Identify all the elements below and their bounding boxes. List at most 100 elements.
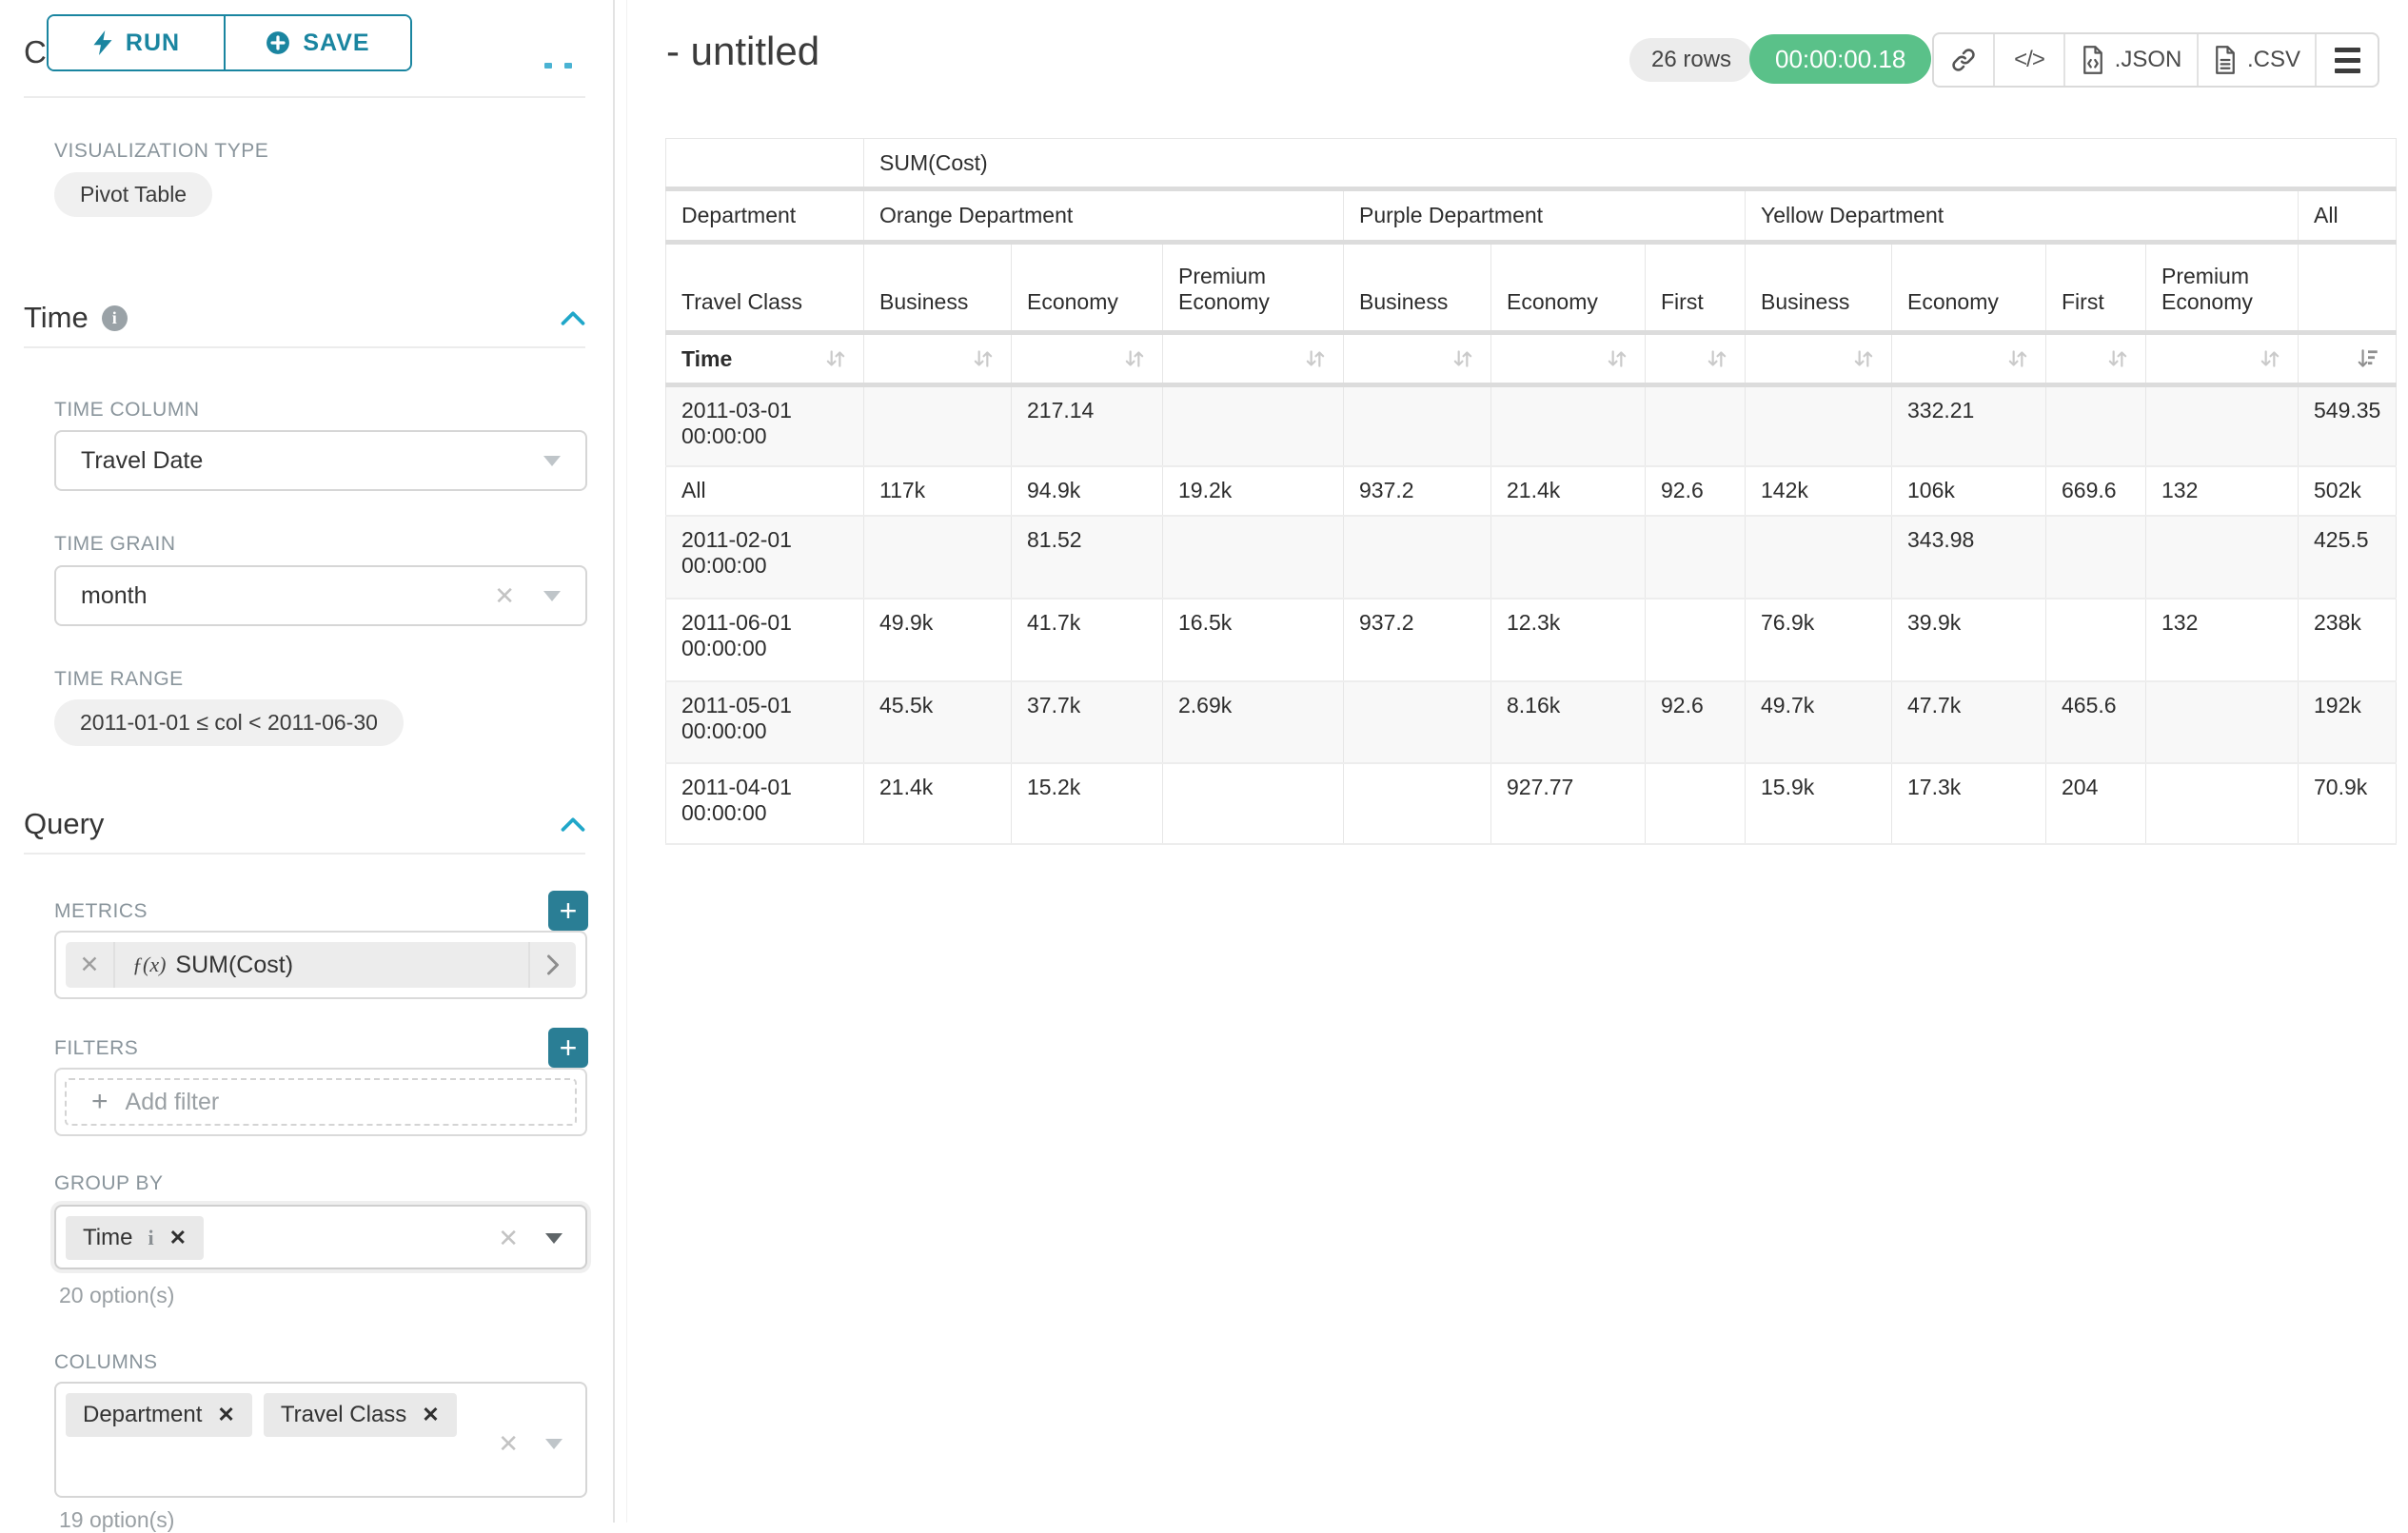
value-cell: 17.3k [1891,762,2046,845]
row-header: 2011-03-01 00:00:00 [665,384,864,467]
value-cell: 21.4k [863,762,1012,845]
sort-icon[interactable] [2005,346,2030,371]
sort-icon[interactable] [1451,346,1475,371]
save-button[interactable]: SAVE [224,16,410,69]
columns-tag[interactable]: Department ✕ [66,1393,252,1437]
row-header: 2011-04-01 00:00:00 [665,762,864,845]
metric-chip[interactable]: ✕ ƒ(x) SUM(Cost) [66,942,576,988]
run-save-button-group: RUN SAVE [47,14,412,71]
value-cell: 425.5 [2297,515,2398,599]
time-column-select[interactable]: Travel Date [54,430,587,491]
table-row: 2011-04-01 00:00:00 21.4k 15.2k 927.77 15.9k… [665,762,2398,845]
sort-cell [1891,332,2046,387]
share-link-button[interactable] [1934,34,1995,86]
value-cell [1343,515,1491,599]
control-panel: Chart Type RUN SAVE VISUALIZATION TYPE P… [0,0,613,1532]
sort-icon[interactable] [971,346,996,371]
remove-tag-icon[interactable]: ✕ [217,1403,235,1426]
column-header: Premium Economy [2145,242,2299,335]
department-group-header: Yellow Department [1745,188,2299,245]
sort-desc-cell [2297,332,2398,387]
value-cell [2145,384,2299,467]
time-range-pill[interactable]: 2011-01-01 ≤ col < 2011-06-30 [54,699,404,746]
row-header: 2011-05-01 00:00:00 [665,680,864,764]
hamburger-icon [2334,47,2360,73]
function-icon: ƒ(x) [132,953,167,976]
add-filter-button[interactable]: + Add filter [65,1078,577,1126]
value-cell [863,384,1012,467]
clear-icon[interactable]: ✕ [498,1429,519,1458]
chevron-up-icon[interactable] [560,815,586,834]
column-header: Economy [1011,242,1163,335]
metrics-control: ✕ ƒ(x) SUM(Cost) [54,931,587,999]
value-cell: 76.9k [1745,598,1892,682]
time-grain-select[interactable]: month ✕ [54,565,587,626]
column-header: First [2045,242,2146,335]
columns-select[interactable]: Department ✕ Travel Class ✕ ✕ [54,1382,587,1498]
run-button[interactable]: RUN [49,16,224,69]
value-cell: 19.2k [1162,465,1344,517]
chevron-right-icon[interactable] [528,942,576,988]
panel-drag-dots [544,63,572,69]
sort-icon[interactable] [823,346,848,371]
sort-cell [1745,332,1892,387]
add-filter-plus-button[interactable]: + [548,1028,588,1068]
lightning-icon [93,30,112,55]
value-cell [2045,384,2146,467]
panel-resize-divider[interactable] [613,0,615,1523]
time-section-header[interactable]: Time i [24,301,128,335]
sort-icon[interactable] [1303,346,1328,371]
remove-tag-icon[interactable]: ✕ [168,1226,188,1249]
divider [24,96,585,98]
visualization-type-label: VISUALIZATION TYPE [54,140,269,162]
sort-desc-icon[interactable] [2356,346,2380,371]
group-by-tag-time[interactable]: Time i ✕ [66,1216,205,1260]
add-metric-button[interactable]: + [548,891,588,931]
value-cell: 465.6 [2045,680,2146,764]
viz-type-pill[interactable]: Pivot Table [54,172,213,217]
column-header: Business [863,242,1012,335]
columns-tag[interactable]: Travel Class ✕ [263,1393,457,1437]
chart-toolbar: </> .JSON .CSV [1932,32,2379,88]
clear-icon[interactable]: ✕ [494,580,515,610]
columns-label: COLUMNS [54,1351,158,1373]
value-cell: 41.7k [1011,598,1163,682]
sort-cell [2145,332,2299,387]
department-group-header: Orange Department [863,188,1344,245]
sort-icon[interactable] [1605,346,1629,371]
clear-icon[interactable]: ✕ [498,1224,519,1252]
sort-icon[interactable] [1122,346,1147,371]
query-section-header[interactable]: Query [24,807,105,840]
link-icon [1952,49,1975,71]
table-row: 2011-05-01 00:00:00 45.5k 37.7k 2.69k 8.16k 9… [665,680,2398,764]
sort-icon[interactable] [1851,346,1876,371]
divider [626,0,627,1523]
time-grain-label: TIME GRAIN [54,533,176,555]
value-cell: 217.14 [1011,384,1163,467]
value-cell [1343,384,1491,467]
value-cell [863,515,1012,599]
group-by-select[interactable]: Time i ✕ ✕ [54,1205,587,1269]
value-cell: 332.21 [1891,384,2046,467]
chart-title[interactable]: - untitled [666,29,820,73]
sort-cell [1162,332,1344,387]
chevron-down-icon [543,455,561,466]
remove-tag-icon[interactable]: ✕ [422,1403,440,1426]
value-cell: 937.2 [1343,465,1491,517]
value-cell: 49.7k [1745,680,1892,764]
remove-metric-icon[interactable]: ✕ [66,942,115,988]
corner-cell [665,138,864,191]
export-json-button[interactable]: .JSON [2065,34,2199,86]
sort-icon[interactable] [2105,346,2130,371]
sort-icon[interactable] [2258,346,2282,371]
value-cell: 12.3k [1490,598,1646,682]
menu-button[interactable] [2317,34,2378,86]
export-csv-button[interactable]: .CSV [2199,34,2317,86]
value-cell: 15.9k [1745,762,1892,845]
chevron-up-icon[interactable] [560,308,586,327]
sort-cell [1011,332,1163,387]
view-query-button[interactable]: </> [1995,34,2065,86]
sort-icon[interactable] [1705,346,1729,371]
filters-control: + Add filter [54,1068,587,1136]
value-cell: 192k [2297,680,2398,764]
